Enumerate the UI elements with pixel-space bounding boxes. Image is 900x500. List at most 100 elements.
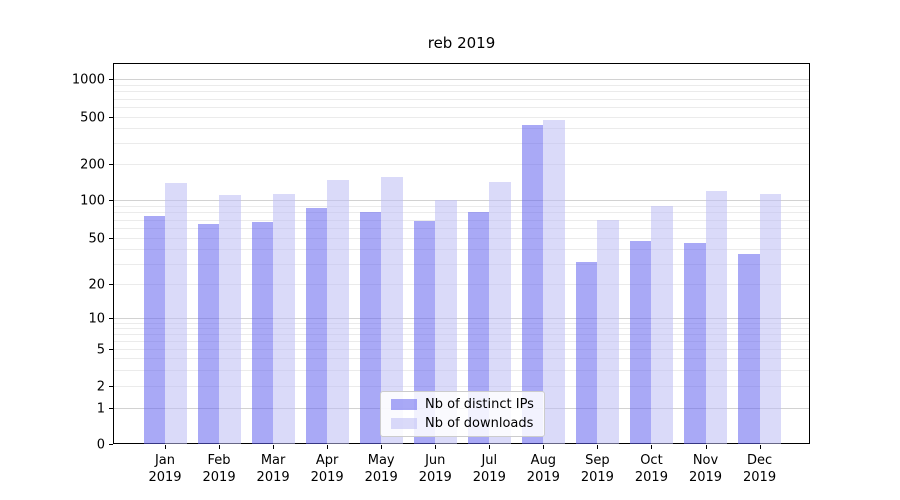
bar-downloads-nov — [705, 190, 727, 444]
legend-label-downloads: Nb of downloads — [425, 415, 534, 431]
major-gridline — [114, 79, 809, 80]
bar-downloads-jun — [435, 200, 457, 444]
legend: Nb of distinct IPs Nb of downloads — [380, 391, 545, 437]
major-gridline — [114, 200, 809, 201]
minor-gridline — [114, 128, 809, 130]
x-tick-mark — [489, 445, 491, 449]
legend-entry-downloads: Nb of downloads — [381, 416, 544, 431]
x-tick-label: Feb 2019 — [202, 453, 236, 485]
minor-gridline — [114, 249, 809, 251]
minor-gridline — [114, 205, 809, 207]
legend-entry-distinct-ips: Nb of distinct IPs — [381, 397, 544, 412]
minor-gridline — [114, 107, 809, 108]
x-tick-label: Aug 2019 — [526, 453, 560, 485]
x-tick-label: Apr 2019 — [310, 453, 344, 485]
bar-downloads-oct — [651, 205, 673, 444]
y-tick-mark — [109, 386, 113, 387]
minor-gridline — [114, 369, 809, 371]
minor-gridline — [114, 212, 809, 214]
bar-downloads-jan — [165, 182, 187, 444]
legend-swatch-distinct-ips — [391, 399, 417, 411]
y-tick-mark — [109, 117, 113, 118]
x-tick-label: Jan 2019 — [148, 453, 182, 485]
bar-distinct-ips-jan — [143, 215, 165, 444]
bar-downloads-jul — [489, 181, 511, 444]
y-tick-mark — [109, 318, 113, 319]
minor-gridline — [114, 333, 809, 335]
bar-distinct-ips-may — [359, 212, 382, 444]
x-tick-mark — [435, 445, 437, 449]
y-tick-label: 20 — [88, 277, 105, 292]
x-tick-label: Mar 2019 — [256, 453, 290, 485]
x-tick-mark — [651, 445, 653, 449]
minor-gridline — [114, 84, 809, 86]
major-gridline — [114, 318, 809, 319]
x-tick-mark — [759, 445, 761, 449]
legend-swatch-downloads — [391, 417, 417, 429]
legend-label-distinct-ips: Nb of distinct IPs — [425, 397, 534, 413]
bar-distinct-ips-aug — [521, 124, 544, 444]
y-tick-label: 2 — [96, 379, 105, 394]
minor-gridline — [114, 263, 809, 265]
y-tick-mark — [109, 238, 113, 239]
minor-gridline — [114, 98, 809, 100]
bar-downloads-feb — [219, 195, 241, 444]
minor-gridline — [114, 284, 809, 285]
y-tick-label: 0 — [96, 437, 105, 452]
minor-gridline — [114, 143, 809, 145]
bar-downloads-dec — [759, 194, 782, 444]
y-tick-label: 5 — [96, 342, 105, 357]
chart-title: reb 2019 — [427, 34, 496, 52]
y-tick-label: 10 — [88, 311, 105, 326]
x-tick-mark — [219, 445, 221, 449]
bar-distinct-ips-feb — [197, 224, 220, 444]
minor-gridline — [114, 117, 809, 118]
x-tick-label: Jul 2019 — [472, 453, 506, 485]
bar-downloads-aug — [543, 119, 565, 444]
y-tick-mark — [109, 349, 113, 350]
x-tick-mark — [597, 445, 599, 449]
y-tick-mark — [109, 164, 113, 165]
x-tick-mark — [543, 445, 545, 449]
x-tick-label: May 2019 — [364, 453, 398, 485]
bar-distinct-ips-dec — [738, 254, 760, 444]
minor-gridline — [114, 327, 809, 329]
y-tick-label: 200 — [80, 157, 105, 172]
bar-downloads-apr — [327, 179, 349, 444]
x-tick-label: Nov 2019 — [688, 453, 723, 485]
y-tick-label: 1 — [96, 401, 105, 416]
minor-gridline — [114, 358, 809, 359]
minor-gridline — [114, 219, 809, 221]
bar-distinct-ips-sep — [575, 261, 598, 444]
minor-gridline — [114, 228, 809, 229]
minor-gridline — [114, 91, 809, 93]
minor-gridline — [114, 386, 809, 387]
x-tick-label: Sep 2019 — [580, 453, 614, 485]
bar-downloads-may — [381, 177, 403, 444]
y-tick-label: 100 — [80, 193, 105, 208]
minor-gridline — [114, 322, 809, 324]
bar-distinct-ips-jul — [467, 212, 490, 444]
y-tick-label: 50 — [88, 231, 105, 246]
y-tick-mark — [109, 200, 113, 201]
x-tick-mark — [273, 445, 275, 449]
bar-distinct-ips-jun — [413, 221, 436, 444]
x-tick-mark — [705, 445, 707, 449]
y-tick-mark — [109, 284, 113, 285]
y-tick-mark — [109, 408, 113, 409]
minor-gridline — [114, 340, 809, 342]
minor-gridline — [114, 238, 809, 239]
x-tick-mark — [381, 445, 383, 449]
x-tick-mark — [327, 445, 329, 449]
x-tick-label: Jun 2019 — [418, 453, 452, 485]
bar-distinct-ips-apr — [305, 208, 328, 444]
y-tick-mark — [109, 444, 113, 445]
y-tick-mark — [109, 79, 113, 80]
plot-area — [113, 63, 810, 444]
minor-gridline — [114, 164, 809, 165]
bar-distinct-ips-oct — [629, 241, 652, 444]
x-tick-label: Oct 2019 — [634, 453, 668, 485]
y-tick-label: 1000 — [71, 72, 105, 87]
y-tick-label: 500 — [80, 110, 105, 125]
